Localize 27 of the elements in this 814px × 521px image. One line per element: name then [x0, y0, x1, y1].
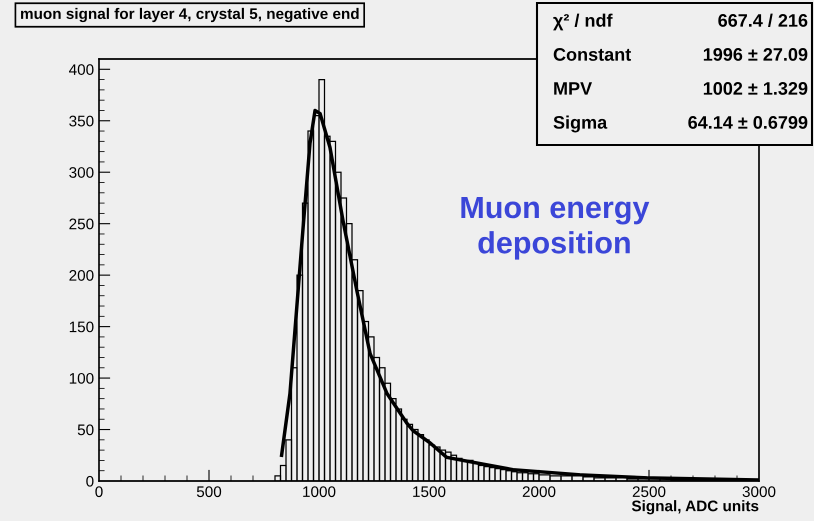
- y-tick-label: 250: [69, 218, 94, 230]
- x-tick-label: 1500: [413, 486, 446, 498]
- y-tick-label: 0: [86, 476, 94, 487]
- y-tick-label: 100: [70, 372, 94, 384]
- y-tick-label: 150: [70, 321, 94, 332]
- annotation: Constant: [554, 48, 632, 61]
- x-tick-label: 2000: [522, 486, 556, 498]
- annotation: MPV: [554, 82, 592, 95]
- annotation: Sigma: [554, 116, 608, 132]
- chart-title: muon signal for layer 4, crystal 5, negative end: [21, 8, 359, 22]
- x-axis-title: Signal, ADC units: [632, 500, 758, 514]
- x-tick-label: 2500: [632, 486, 666, 498]
- x-tick-label: 1000: [303, 486, 336, 498]
- annotation: 1996 ± 27.09: [704, 48, 808, 61]
- text: χ² / ndf: [553, 14, 613, 30]
- x-tick-label: 500: [196, 486, 222, 498]
- x-tick-label: 3000: [742, 486, 776, 498]
- annotation: 1002 ± 1.329: [704, 82, 808, 95]
- x-tick-label: 0: [95, 486, 103, 498]
- y-tick-label: 400: [69, 64, 94, 75]
- y-tick-label: 50: [78, 424, 94, 436]
- annotation: Muon energy deposition: [461, 196, 650, 260]
- y-tick-label: 350: [69, 116, 94, 126]
- text: 667.4 / 216: [718, 14, 808, 28]
- y-tick-label: 200: [69, 270, 94, 281]
- annotation: 64.14 ± 0.6799: [688, 116, 808, 129]
- y-tick-label: 300: [69, 167, 94, 178]
